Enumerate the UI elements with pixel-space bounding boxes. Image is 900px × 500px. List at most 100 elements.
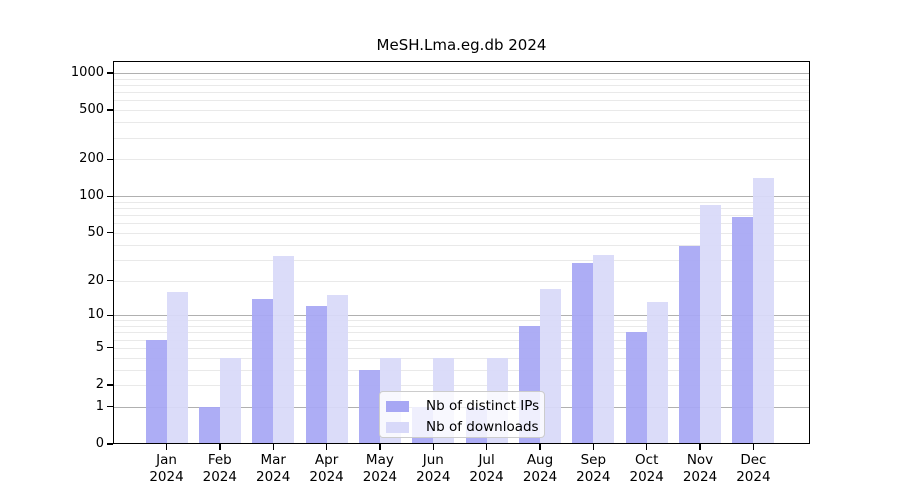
x-tick-sep [592, 444, 594, 450]
y-tick-label-500: 500 [79, 102, 104, 118]
y-tick-1 [107, 406, 113, 408]
gridline-minor-400 [114, 122, 809, 124]
y-tick-label-200: 200 [79, 151, 104, 167]
gridline-minor-700 [114, 92, 809, 94]
legend-item-downloads: Nb of downloads [386, 417, 544, 437]
x-tick-feb [219, 444, 221, 450]
gridline-major-100 [114, 196, 809, 198]
legend-label-downloads: Nb of downloads [426, 419, 539, 435]
gridline-minor-800 [114, 84, 809, 86]
gridline-minor-30 [114, 259, 809, 261]
gridline-minor-50 [114, 232, 809, 234]
x-tick-nov [699, 444, 701, 450]
gridline-minor-9 [114, 320, 809, 322]
gridline-minor-2 [114, 385, 809, 386]
bar-distinct-ips-oct [625, 332, 647, 444]
y-tick-label-50: 50 [87, 224, 104, 240]
gridline-minor-70 [114, 215, 809, 217]
bar-distinct-ips-apr [305, 306, 327, 444]
gridline-minor-3 [114, 369, 809, 371]
x-tick-label-may: May 2024 [362, 452, 398, 485]
gridline-minor-200 [114, 159, 809, 161]
x-tick-apr [325, 444, 328, 450]
x-tick-label-jan: Jan 2024 [149, 452, 184, 485]
x-tick-label-aug: Aug 2024 [522, 452, 558, 485]
legend-swatch-downloads [386, 421, 409, 433]
bar-distinct-ips-nov [679, 245, 700, 444]
y-tick-200 [107, 158, 113, 160]
y-tick-100 [107, 195, 113, 197]
bar-downloads-sep [593, 254, 615, 444]
x-tick-oct [646, 444, 648, 450]
x-tick-label-dec: Dec 2024 [736, 452, 771, 485]
bar-distinct-ips-sep [572, 263, 594, 444]
bar-downloads-mar [273, 256, 295, 444]
bar-downloads-dec [753, 178, 775, 444]
bar-downloads-oct [646, 302, 668, 444]
chart-title: MeSH.Lma.eg.db 2024 [376, 36, 547, 54]
bar-downloads-aug [540, 288, 561, 444]
gridline-minor-500 [114, 110, 809, 112]
x-tick-label-feb: Feb 2024 [202, 452, 237, 485]
y-tick-50 [107, 232, 113, 234]
x-tick-may [379, 444, 381, 450]
x-tick-label-jun: Jun 2024 [416, 452, 451, 485]
x-tick-label-sep: Sep 2024 [576, 452, 611, 485]
x-tick-aug [539, 444, 541, 450]
gridline-minor-40 [114, 244, 809, 246]
gridline-minor-7 [114, 332, 809, 334]
y-tick-2 [107, 384, 113, 386]
legend-swatch-distinct-ips [386, 400, 409, 412]
gridline-minor-4 [114, 357, 809, 359]
x-tick-mar [272, 444, 274, 450]
chart-legend: Nb of distinct IPs Nb of downloads [379, 391, 545, 438]
y-tick-label-0: 0 [95, 436, 104, 451]
bar-distinct-ips-jan [145, 339, 167, 444]
x-tick-jun [432, 444, 434, 450]
gridline-minor-80 [114, 208, 809, 209]
gridline-major-10 [114, 315, 809, 317]
legend-label-distinct-ips: Nb of distinct IPs [426, 398, 540, 414]
y-tick-label-1: 1 [95, 398, 104, 414]
y-tick-label-20: 20 [87, 272, 104, 288]
y-tick-label-10: 10 [87, 307, 104, 323]
gridline-minor-8 [114, 326, 809, 327]
x-tick-label-apr: Apr 2024 [309, 452, 344, 485]
y-tick-20 [107, 279, 113, 282]
y-tick-10 [107, 314, 113, 316]
gridline-minor-5 [114, 347, 809, 349]
bar-distinct-ips-feb [198, 406, 220, 444]
bar-distinct-ips-may [358, 369, 380, 444]
x-tick-label-oct: Oct 2024 [629, 452, 664, 485]
gridline-minor-90 [114, 201, 809, 203]
bar-distinct-ips-dec [732, 216, 754, 444]
gridline-minor-600 [114, 100, 809, 102]
gridline-minor-20 [114, 280, 809, 282]
y-tick-label-5: 5 [95, 339, 104, 355]
gridline-major-1000 [114, 73, 809, 74]
bar-distinct-ips-mar [252, 298, 274, 444]
y-tick-5 [107, 347, 113, 349]
x-tick-label-mar: Mar 2024 [256, 452, 291, 485]
y-tick-500 [107, 109, 113, 111]
gridline-minor-60 [114, 223, 809, 225]
x-tick-dec [752, 444, 754, 450]
bar-downloads-apr [326, 295, 348, 444]
gridline-minor-300 [114, 137, 809, 139]
y-tick-label-2: 2 [95, 377, 104, 392]
x-tick-jul [485, 444, 488, 450]
bar-downloads-nov [700, 205, 721, 444]
gridline-minor-6 [114, 339, 809, 341]
y-tick-1000 [107, 72, 113, 74]
bar-downloads-jan [166, 291, 188, 444]
x-tick-label-nov: Nov 2024 [682, 452, 718, 485]
y-tick-0 [107, 443, 113, 445]
y-tick-label-100: 100 [79, 188, 104, 204]
x-tick-jan [165, 444, 168, 450]
bar-downloads-feb [219, 357, 241, 444]
x-tick-label-jul: Jul 2024 [469, 452, 504, 485]
y-tick-label-1000: 1000 [70, 65, 104, 80]
gridline-minor-900 [114, 78, 809, 80]
legend-item-distinct-ips: Nb of distinct IPs [386, 396, 544, 416]
